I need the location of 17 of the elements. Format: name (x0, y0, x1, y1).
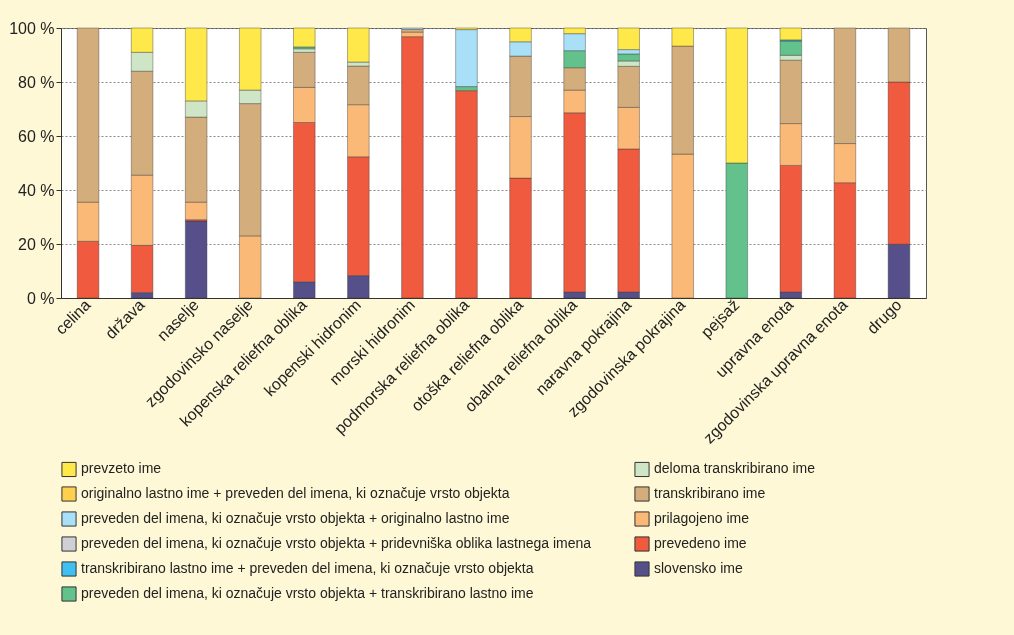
legend-label: preveden del imena, ki označuje vrsto objekta + transkribirano lastno ime (81, 585, 534, 601)
legend-label: preveden del imena, ki označuje vrsto objekta + originalno lastno ime (81, 510, 510, 526)
y-tick-label: 20 % (18, 235, 55, 253)
legend-label: prevedeno ime (654, 535, 747, 551)
legend-label: originalno lastno ime + preveden del imena, ki označuje vrsto objekta (81, 485, 510, 501)
y-tick-label: 40 % (18, 181, 55, 199)
y-tick-label: 60 % (18, 127, 55, 145)
legend-label: slovensko ime (654, 560, 743, 576)
y-tick-label: 0 % (26, 289, 55, 307)
legend-label: prilagojeno ime (654, 510, 750, 526)
legend-label: prevzeto ime (81, 460, 162, 477)
y-tick-label: 100 % (9, 19, 55, 37)
legend-label: deloma transkribirano ime (654, 460, 816, 477)
legend-label: preveden del imena, ki označuje vrsto objekta + pridevniška oblika lastnega imena (81, 535, 592, 551)
y-tick-label: 80 % (18, 73, 55, 91)
legend-label: transkribirano lastno ime + preveden del imena, ki označuje vrsto objekta (81, 560, 534, 576)
legend-label: transkribirano ime (654, 485, 766, 501)
